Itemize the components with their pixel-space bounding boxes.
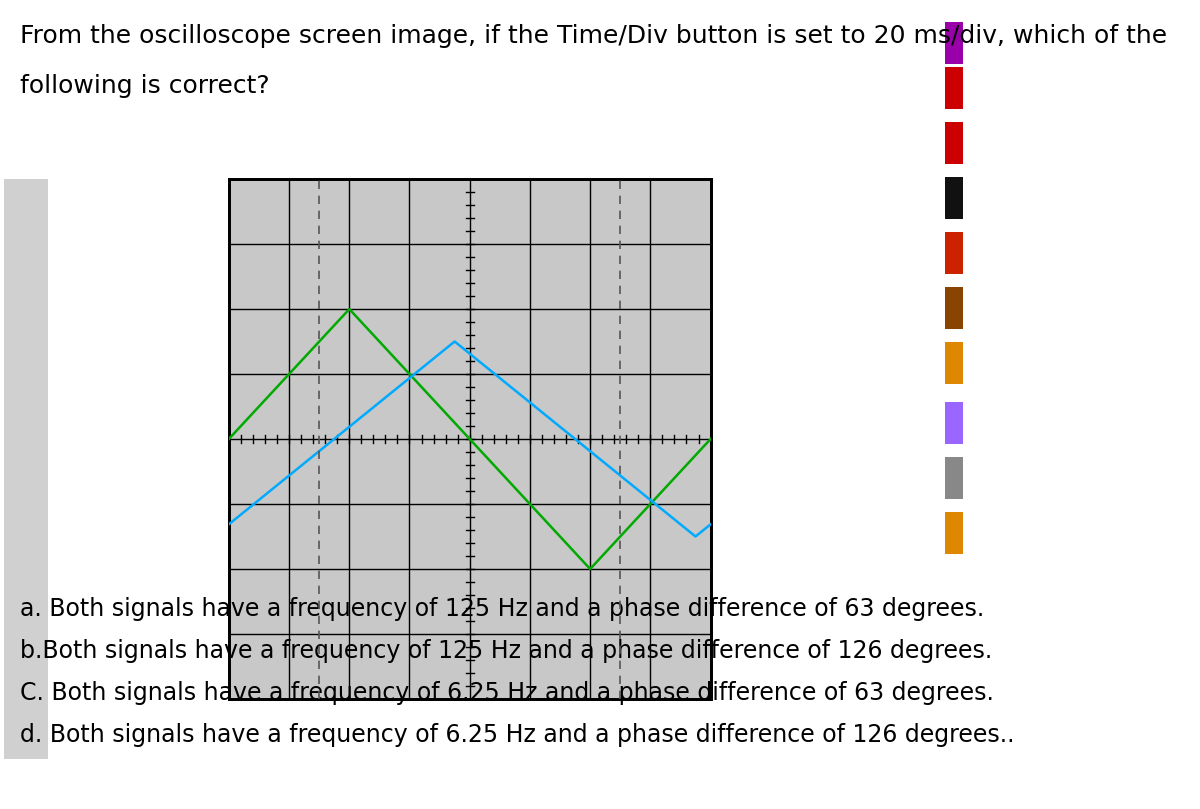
Bar [229, 179, 710, 699]
Text: following is correct?: following is correct? [20, 74, 270, 98]
Bar [946, 177, 964, 219]
Bar [946, 342, 964, 384]
Text: a. Both signals have a frequency of 125 Hz and a phase difference of 63 degrees.: a. Both signals have a frequency of 125 … [20, 597, 984, 621]
Bar [946, 402, 964, 444]
Bar [946, 287, 964, 329]
Bar [946, 122, 964, 164]
Bar [946, 457, 964, 499]
Text: b.Both signals have a frequency of 125 Hz and a phase difference of 126 degrees.: b.Both signals have a frequency of 125 H… [20, 639, 992, 663]
Text: C. Both signals have a frequency of 6.25 Hz and a phase difference of 63 degrees: C. Both signals have a frequency of 6.25… [20, 681, 994, 705]
Bar [4, 179, 48, 759]
Bar [946, 512, 964, 554]
Bar [946, 22, 964, 64]
Bar [946, 232, 964, 274]
Text: d. Both signals have a frequency of 6.25 Hz and a phase difference of 126 degree: d. Both signals have a frequency of 6.25… [20, 723, 1014, 747]
Text: From the oscilloscope screen image, if the Time/Div button is set to 20 ms/div, : From the oscilloscope screen image, if t… [20, 24, 1168, 48]
Bar [946, 67, 964, 109]
